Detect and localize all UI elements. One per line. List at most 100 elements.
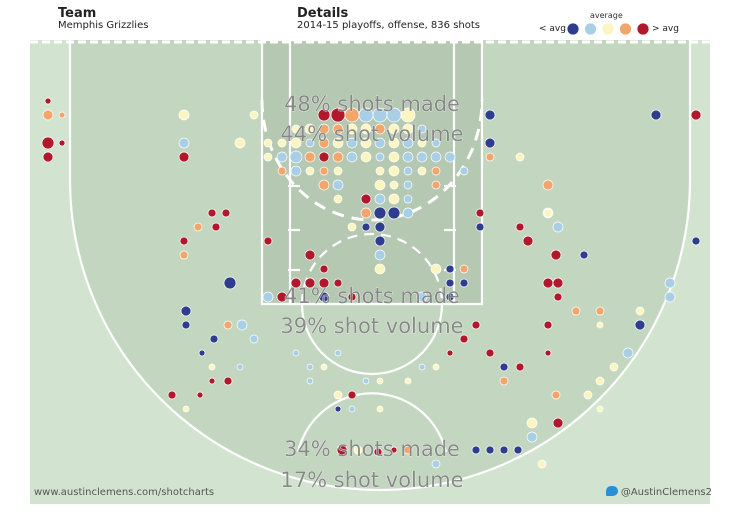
shot-marker [513,445,523,455]
shot-marker [305,166,315,176]
team-label: Team [58,6,97,21]
shot-marker [207,208,217,218]
shot-marker [374,193,386,205]
shot-marker [431,180,441,190]
shot-marker [167,390,177,400]
shot-marker [543,320,553,330]
footer-twitter-handle[interactable]: @AustinClemens2 [620,487,712,498]
shot-marker [403,166,413,176]
shot-marker [459,278,469,288]
legend-low-label: < avg [539,24,566,34]
shot-marker [276,151,288,163]
shot-marker [596,321,604,329]
shot-marker [318,137,330,149]
shot-marker [375,166,385,176]
shot-marker [347,390,357,400]
zone-paint-volume: 44% shot volume [280,122,463,146]
shot-marker [178,137,190,149]
shot-marker [515,362,525,372]
shot-marker [347,292,357,302]
shot-marker [543,208,553,218]
shot-marker [277,138,287,148]
shot-marker [459,166,469,176]
shot-marker [374,123,386,135]
shot-marker [431,459,441,469]
shot-marker [373,206,387,220]
shot-marker [44,97,52,105]
details-value: 2014-15 playoffs, offense, 836 shots [297,20,480,31]
shot-marker [484,109,496,121]
footer-url[interactable]: www.austinclemens.com/shotcharts [34,487,215,498]
shot-marker [306,363,314,371]
shot-marker [553,292,563,302]
shot-marker [485,152,495,162]
team-value: Memphis Grizzlies [58,20,149,31]
shot-marker [418,363,426,371]
shot-marker [263,138,273,148]
zone-midrange-volume: 39% shot volume [280,314,463,338]
shot-marker [485,348,495,358]
shot-marker [361,222,371,232]
shot-marker [417,124,427,134]
shot-marker [622,347,634,359]
shot-marker [388,123,400,135]
shot-marker [459,334,469,344]
shot-marker [249,110,259,120]
shot-marker [374,137,386,149]
zone-midrange-made: 41% shots made [284,284,460,308]
footer-twitter[interactable]: @AustinClemens2 [605,486,712,498]
shot-marker [332,151,344,163]
shot-marker [181,320,191,330]
shot-marker [304,277,316,289]
shot-marker [318,277,330,289]
zone-labels: 48% shots made 44% shot volume 41% shots… [280,92,464,493]
shot-marker [317,108,331,122]
shot-marker [445,278,455,288]
shot-marker [320,363,328,371]
shot-marker [388,151,400,163]
legend-dot [566,22,580,36]
shot-markers [41,97,702,469]
shot-marker [318,179,330,191]
shot-marker [336,444,348,456]
shot-marker [499,376,509,386]
shot-marker [374,249,386,261]
shot-marker [691,236,701,246]
shot-marker [332,137,344,149]
shot-marker [211,222,221,232]
shot-marker [234,137,246,149]
shot-marker [537,459,547,469]
shot-marker [475,208,485,218]
legend-dot [619,22,632,36]
shot-marker [445,292,455,302]
shot-marker [305,138,315,148]
shot-marker [319,166,329,176]
shot-marker [306,377,314,385]
shot-marker [276,291,288,303]
shot-marker [179,250,189,260]
shot-marker [515,222,525,232]
shot-marker [403,445,413,455]
shot-marker [277,166,287,176]
shot-marker [375,152,385,162]
shot-marker [403,194,413,204]
details-label: Details [297,6,349,21]
shot-marker [290,165,302,177]
shot-marker [542,277,554,289]
shot-marker [550,249,562,261]
shot-marker [208,363,216,371]
shot-marker [41,136,55,150]
shot-marker [373,447,383,457]
legend-dot [601,22,615,36]
shot-marker [417,138,427,148]
shot-marker [551,390,561,400]
shot-marker [347,222,357,232]
legend-high-label: > avg [652,24,679,34]
shot-marker [374,263,386,275]
shot-marker [499,362,509,372]
court-lines [68,40,692,492]
header: Team Memphis Grizzlies Details 2014-15 p… [0,0,740,40]
shot-marker [198,349,206,357]
shot-marker [596,405,604,413]
shot-marker [353,445,363,455]
